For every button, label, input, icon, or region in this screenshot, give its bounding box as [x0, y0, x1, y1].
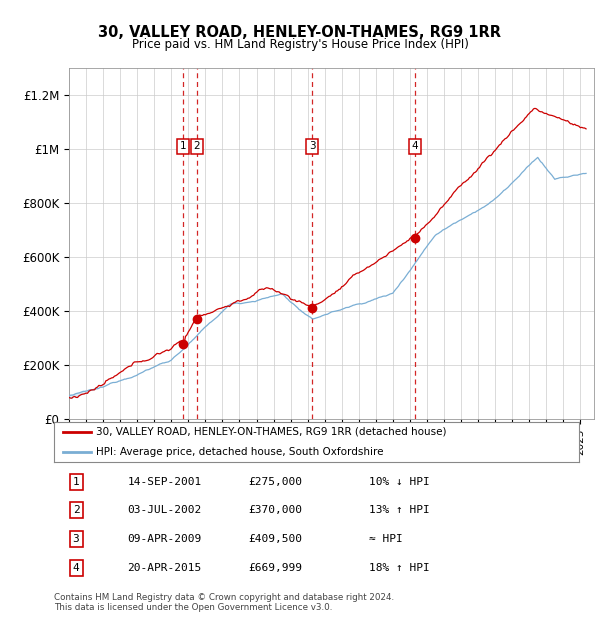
Text: 1: 1	[180, 141, 187, 151]
Text: 2: 2	[73, 505, 79, 515]
Text: 10% ↓ HPI: 10% ↓ HPI	[369, 477, 430, 487]
Text: ≈ HPI: ≈ HPI	[369, 534, 403, 544]
Text: 3: 3	[73, 534, 79, 544]
Text: Contains HM Land Registry data © Crown copyright and database right 2024.
This d: Contains HM Land Registry data © Crown c…	[54, 593, 394, 613]
Text: £275,000: £275,000	[248, 477, 302, 487]
Text: 13% ↑ HPI: 13% ↑ HPI	[369, 505, 430, 515]
Text: 09-APR-2009: 09-APR-2009	[128, 534, 202, 544]
Text: £669,999: £669,999	[248, 563, 302, 573]
Text: £409,500: £409,500	[248, 534, 302, 544]
Text: 3: 3	[309, 141, 316, 151]
Text: 03-JUL-2002: 03-JUL-2002	[128, 505, 202, 515]
Text: Price paid vs. HM Land Registry's House Price Index (HPI): Price paid vs. HM Land Registry's House …	[131, 38, 469, 51]
Text: 14-SEP-2001: 14-SEP-2001	[128, 477, 202, 487]
Text: 18% ↑ HPI: 18% ↑ HPI	[369, 563, 430, 573]
Text: 4: 4	[73, 563, 79, 573]
Text: 30, VALLEY ROAD, HENLEY-ON-THAMES, RG9 1RR: 30, VALLEY ROAD, HENLEY-ON-THAMES, RG9 1…	[98, 25, 502, 40]
Text: HPI: Average price, detached house, South Oxfordshire: HPI: Average price, detached house, Sout…	[96, 447, 383, 457]
Text: 30, VALLEY ROAD, HENLEY-ON-THAMES, RG9 1RR (detached house): 30, VALLEY ROAD, HENLEY-ON-THAMES, RG9 1…	[96, 427, 446, 436]
Text: 20-APR-2015: 20-APR-2015	[128, 563, 202, 573]
Text: 4: 4	[412, 141, 418, 151]
Text: 2: 2	[194, 141, 200, 151]
Text: £370,000: £370,000	[248, 505, 302, 515]
Text: 1: 1	[73, 477, 79, 487]
